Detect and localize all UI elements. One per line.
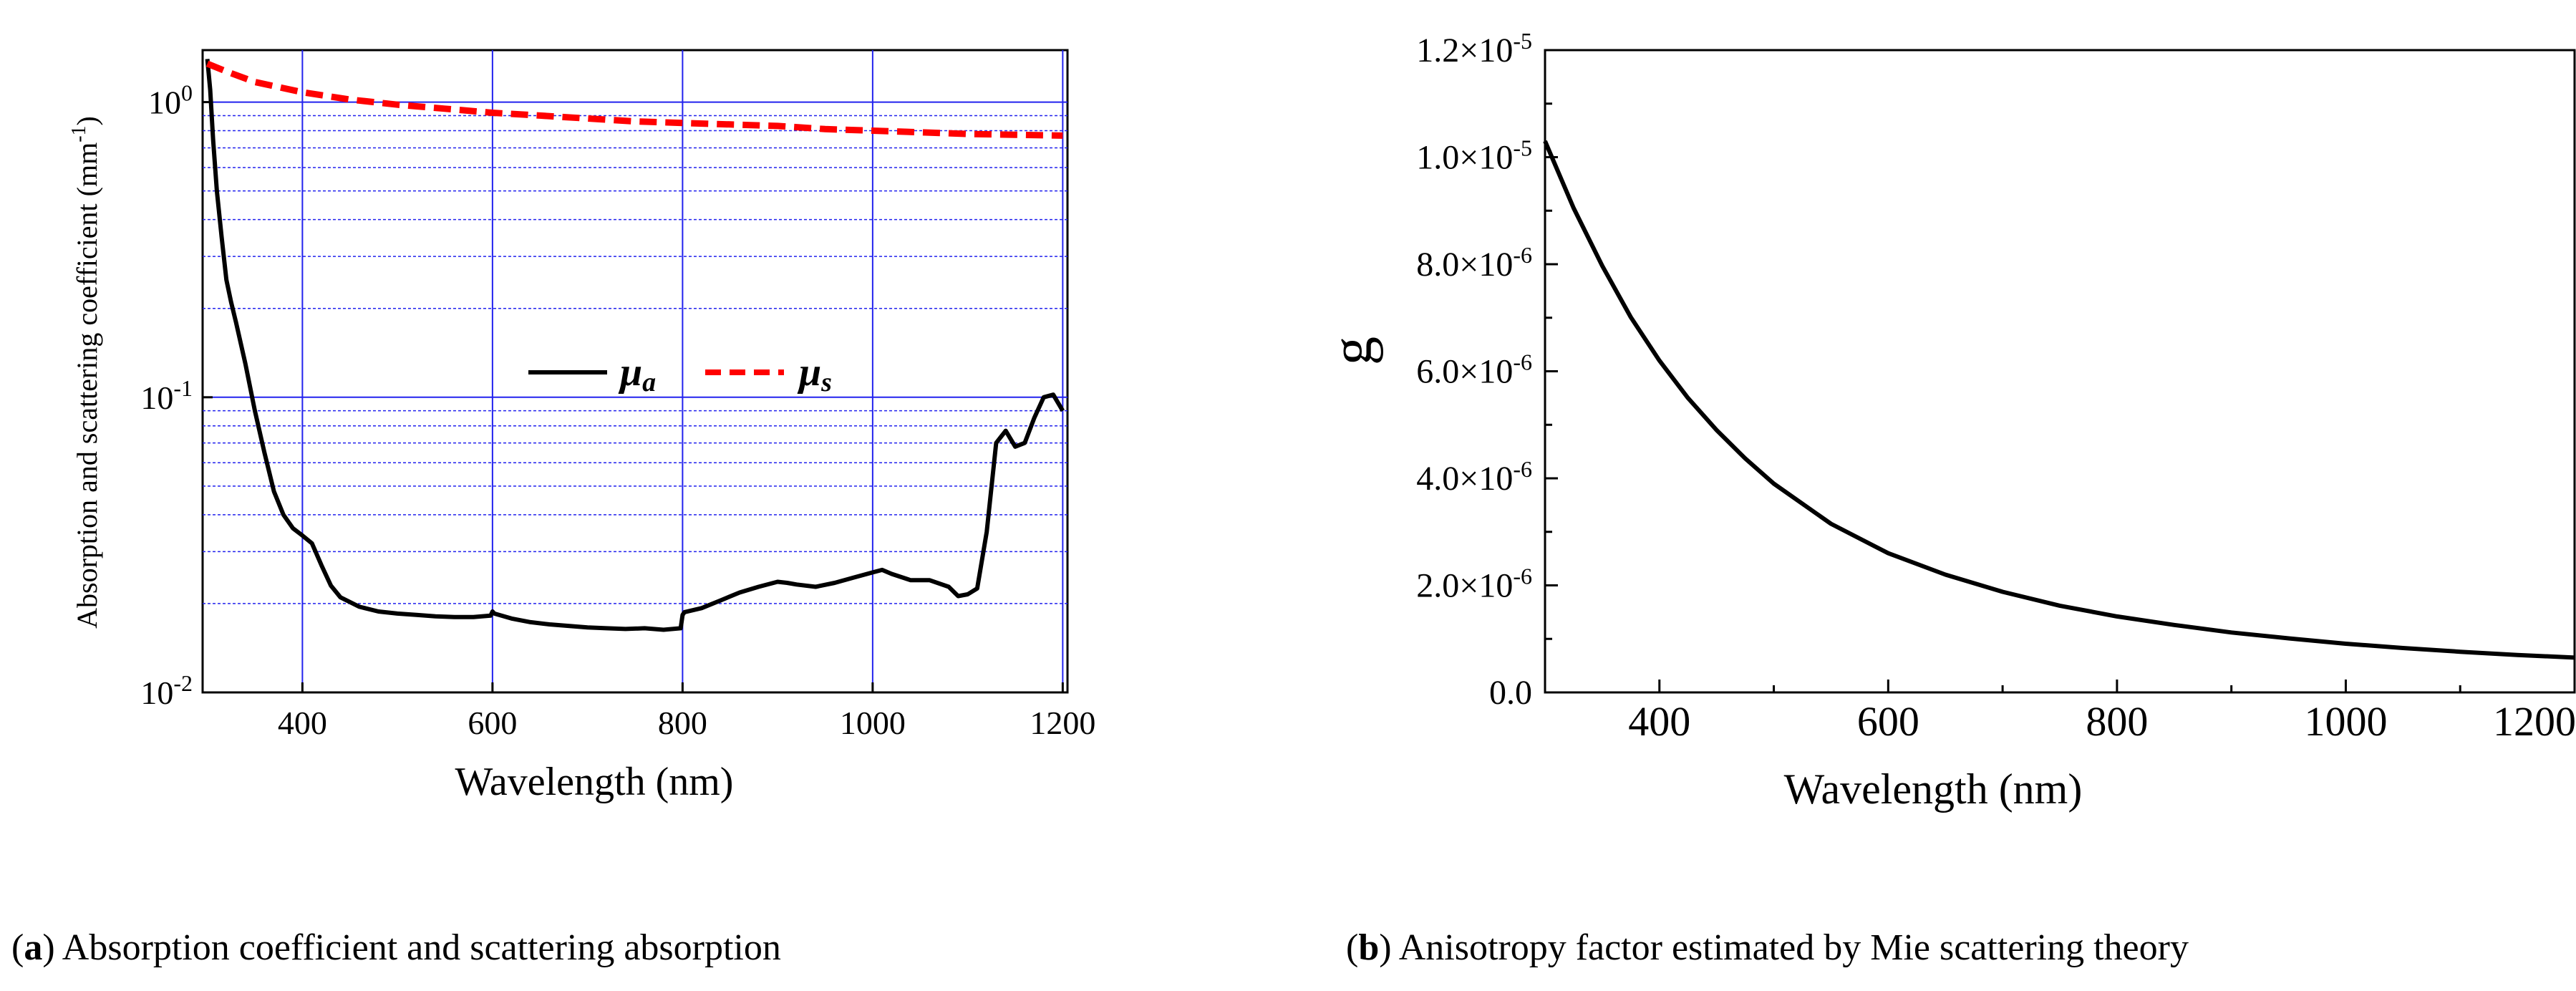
y-tick-exponent: -6: [1513, 456, 1532, 482]
panel-b-y-ticks: 0.02.0×10-64.0×10-66.0×10-68.0×10-61.0×1…: [1416, 28, 1558, 712]
panel-b-caption-open: (: [1346, 927, 1358, 968]
y-tick-mantissa: 1.0×10: [1416, 139, 1513, 177]
x-tick-label: 1200: [2493, 698, 2576, 745]
panel-a-caption-text: Absorption coefficient and scattering ab…: [62, 927, 781, 968]
y-tick-exponent: -6: [1513, 242, 1532, 268]
y-tick-base: 10: [140, 380, 173, 416]
y-tick-base: 10: [148, 84, 181, 121]
panel-b-caption: (b) Anisotropy factor estimated by Mie s…: [1346, 927, 2189, 968]
panel-b-y-axis-label: g: [1321, 337, 1384, 365]
panel-b-caption-text: Anisotropy factor estimated by Mie scatt…: [1399, 927, 2189, 968]
panel-b-x-ticks: 400 600 800 1000 1200: [1544, 680, 2576, 745]
panel-a-y-label-exponent: -1: [68, 125, 90, 142]
legend-label-mu-a-main: μ: [618, 350, 642, 395]
series-line-g: [1543, 140, 2575, 660]
y-tick-mantissa: 6.0×10: [1416, 353, 1513, 391]
y-tick-mantissa: 4.0×10: [1416, 460, 1513, 498]
panel-a-caption-close: ): [42, 927, 62, 968]
y-tick-label: 6.0×10-6: [1416, 349, 1532, 391]
legend-label-mu-s-sub: s: [820, 367, 832, 397]
panel-b-series: [1543, 140, 2575, 660]
panel-a-caption: (a) Absorption coefficient and scatterin…: [11, 927, 781, 968]
panel-a-legend: μa μs: [528, 350, 832, 397]
y-tick-exponent: -6: [1513, 564, 1532, 589]
panel-a-y-axis-label: Absorption and scattering coefficient (m…: [68, 116, 103, 629]
legend-label-mu-a-sub: a: [642, 367, 656, 397]
y-tick-mantissa: 2.0×10: [1416, 567, 1513, 605]
panel-b-plot-frame: [1544, 49, 2576, 694]
panel-a-x-axis-label: Wavelength (nm): [455, 760, 734, 804]
y-tick-mantissa: 1.2×10: [1416, 32, 1513, 69]
y-tick-mantissa: 8.0×10: [1416, 246, 1513, 284]
panel-b-caption-close: ): [1379, 927, 1398, 968]
legend-label-mu-a: μa: [618, 350, 656, 397]
y-tick-label: 1.2×10-5: [1416, 28, 1532, 69]
y-tick-label: 10-1: [140, 375, 193, 416]
legend-label-mu-s: μs: [797, 350, 832, 397]
panel-b: 400 600 800 1000 1200 0.02.0×10-64.0×10-66.0…: [1321, 28, 2576, 968]
panel-a-series: [205, 59, 1065, 632]
panel-b-x-axis-label: Wavelength (nm): [1784, 765, 2083, 813]
panel-a-y-label-main: Absorption and scattering coefficient (m…: [71, 142, 103, 629]
series-line-mu-a: [205, 59, 1065, 632]
y-tick-label: 100: [148, 80, 193, 121]
y-tick-exponent: -1: [173, 375, 193, 401]
y-tick-mantissa: 0.0: [1489, 674, 1532, 712]
y-tick-base: 10: [140, 675, 173, 711]
panel-a-x-ticks: 400 600 800 1000 1200: [278, 682, 1095, 741]
series-line-mu-s: [205, 60, 1063, 139]
y-tick-label: 0.0: [1489, 674, 1532, 712]
panel-a-y-label-close: ): [71, 116, 103, 125]
x-tick-label: 600: [468, 705, 517, 741]
x-tick-label: 400: [1628, 698, 1690, 745]
y-tick-exponent: -6: [1513, 349, 1532, 375]
y-tick-exponent: -5: [1513, 28, 1532, 54]
panel-a-caption-letter: a: [24, 927, 42, 968]
y-tick-label: 8.0×10-6: [1416, 242, 1532, 284]
x-tick-label: 400: [278, 705, 327, 741]
y-tick-label: 1.0×10-5: [1416, 135, 1532, 177]
y-tick-label: 10-2: [140, 670, 193, 711]
x-tick-label: 600: [1857, 698, 1919, 745]
panel-a-caption-open: (: [11, 927, 24, 968]
x-tick-label: 800: [658, 705, 707, 741]
x-tick-label: 1200: [1030, 705, 1095, 741]
legend-label-mu-s-main: μ: [797, 350, 821, 395]
y-tick-exponent: 0: [181, 80, 193, 106]
x-tick-label: 800: [2086, 698, 2148, 745]
x-tick-label: 1000: [2304, 698, 2387, 745]
y-tick-exponent: -5: [1513, 135, 1532, 161]
panel-a-gridlines: [203, 50, 1067, 692]
y-tick-label: 4.0×10-6: [1416, 456, 1532, 498]
x-tick-label: 1000: [840, 705, 906, 741]
panel-a-plot-frame: [201, 49, 1069, 694]
y-tick-label: 2.0×10-6: [1416, 564, 1532, 605]
y-tick-exponent: -2: [173, 670, 193, 696]
panel-b-caption-letter: b: [1358, 927, 1379, 968]
